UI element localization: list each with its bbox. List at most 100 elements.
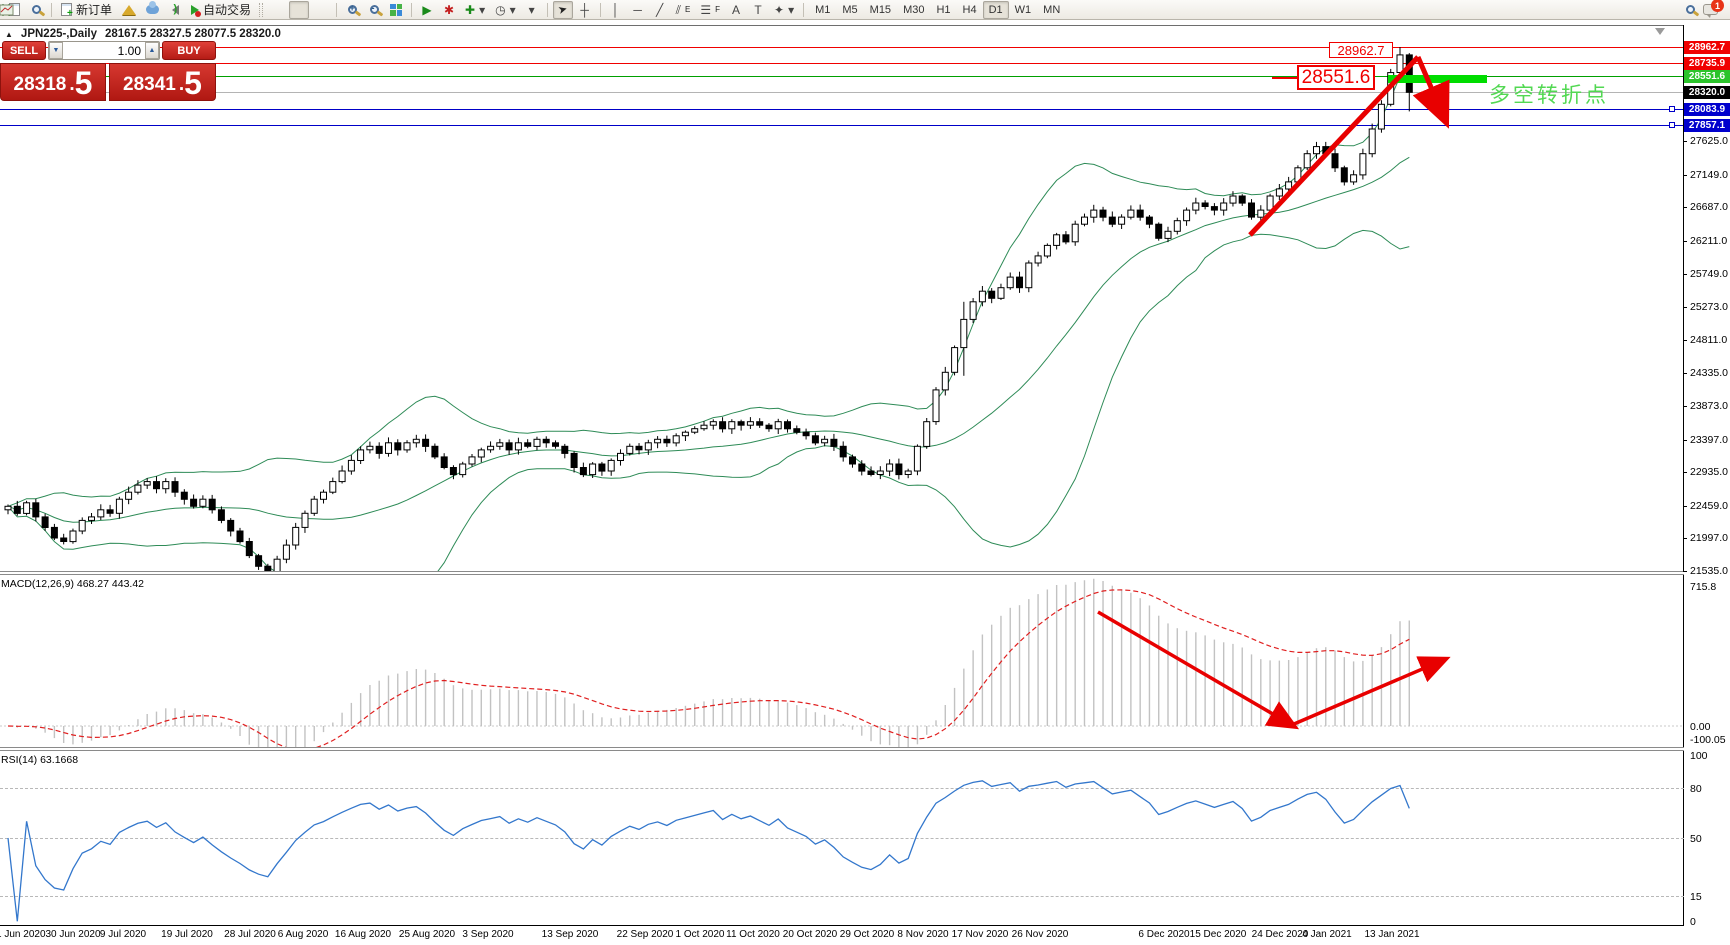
news-button[interactable] xyxy=(165,1,185,19)
toolbar-separator xyxy=(51,2,52,17)
crosshair-tool-button[interactable]: ┼ xyxy=(575,1,595,19)
period-button[interactable]: ◷ ▾ xyxy=(491,1,520,19)
macd-pane-separator[interactable] xyxy=(0,571,1684,575)
chart-shift-button[interactable]: ▶ xyxy=(417,1,437,19)
timeframe-mn[interactable]: MN xyxy=(1043,3,1061,16)
timeframe-h1[interactable]: H1 xyxy=(936,3,951,16)
main-chart-canvas[interactable] xyxy=(0,26,1684,571)
buy-button[interactable]: BUY xyxy=(162,41,216,60)
macd-pane-canvas[interactable] xyxy=(0,575,1684,747)
timeframe-m15[interactable]: M15 xyxy=(869,3,892,16)
symbol-name: JPN225-,Daily xyxy=(20,28,97,40)
pivot-annotation-text[interactable]: 多空转折点 xyxy=(1489,84,1609,107)
vertical-line-icon: │ xyxy=(611,2,620,17)
news-icon xyxy=(171,3,179,15)
volume-input[interactable] xyxy=(63,42,145,59)
volume-increase-button[interactable]: ▲ xyxy=(145,42,159,59)
date-label: 21 Jun 2020 xyxy=(0,929,46,940)
metaeditor-button[interactable] xyxy=(118,1,140,19)
toolbar-separator xyxy=(803,2,805,17)
arrows-tool[interactable]: ✦ ▾ xyxy=(770,1,798,19)
add-indicator-icon: ✚ xyxy=(465,2,476,17)
main-toolbar: + 新订单 自动交易 + - ▶ ✱ ✚▾ ◷▾ ▾ xyxy=(0,0,1730,20)
cursor-tool-button[interactable]: ➤ xyxy=(552,0,573,19)
fibonacci-tag: F xyxy=(715,5,720,14)
zoom-out-icon: - xyxy=(369,4,379,14)
new-order-icon: + xyxy=(61,3,73,19)
text-label-tool[interactable]: T xyxy=(748,1,768,19)
timeframe-m5[interactable]: M5 xyxy=(842,3,858,16)
new-order-button[interactable]: + 新订单 xyxy=(57,1,116,19)
timeframe-h4[interactable]: H4 xyxy=(962,3,977,16)
timeframe-m1[interactable]: M1 xyxy=(815,3,831,16)
rsi-pane-canvas[interactable] xyxy=(0,752,1684,924)
chart-area[interactable]: ▲ JPN225-,Daily 28167.5 28327.5 28077.5 … xyxy=(0,21,1730,945)
rsi-axis-50: 50 xyxy=(1690,833,1702,845)
price-axis-line[interactable] xyxy=(1683,25,1684,925)
chat-icon[interactable]: 1 xyxy=(1703,0,1724,18)
level-line-28320[interactable] xyxy=(0,92,1683,93)
date-label: 17 Nov 2020 xyxy=(951,929,1009,940)
buy-price-display[interactable]: 28341 . 5 xyxy=(109,63,216,101)
line-chart-button[interactable] xyxy=(0,1,331,19)
toolbar-separator xyxy=(411,2,413,17)
price-tick-27625.0: 27625.0 xyxy=(1683,135,1730,147)
sell-button[interactable]: SELL xyxy=(2,41,46,60)
volume-decrease-button[interactable]: ▼ xyxy=(49,42,63,59)
level-line-27857.1[interactable] xyxy=(0,125,1683,126)
search-icon[interactable] xyxy=(1686,5,1695,14)
date-label: 8 Nov 2020 xyxy=(897,929,949,940)
autotrading-button[interactable]: 自动交易 xyxy=(187,1,255,19)
buy-price-dot: . xyxy=(178,74,185,95)
resistance-price-label[interactable]: 28962.7 xyxy=(1329,42,1393,58)
cursor-icon: ➤ xyxy=(556,2,569,17)
support-price-label[interactable]: 28551.6 xyxy=(1297,65,1375,90)
fibonacci-tool[interactable]: ☰ F xyxy=(696,1,724,19)
candlestick-chart-button[interactable] xyxy=(0,0,310,19)
date-label: 24 Dec 2020 xyxy=(1251,929,1309,940)
zoom-out-button[interactable]: - xyxy=(364,1,384,19)
support-label-connector xyxy=(1272,77,1297,79)
add-indicator-button[interactable]: ✚ ▾ xyxy=(461,1,489,19)
chart-preview-icon xyxy=(31,5,41,14)
level-line-28962.7[interactable] xyxy=(0,47,1683,48)
template-button[interactable]: ▾ xyxy=(0,1,542,19)
level-line-28735.9[interactable] xyxy=(0,63,1683,64)
channel-tool[interactable]: ⫽ E xyxy=(672,1,695,19)
rsi-level-80 xyxy=(0,788,1684,789)
support-zone-bar[interactable] xyxy=(1388,75,1487,83)
level-line-28083.9[interactable] xyxy=(0,109,1683,110)
price-tag-28320.0: 28320.0 xyxy=(1684,86,1730,99)
text-tool[interactable]: A xyxy=(726,1,746,19)
sell-price-dot: . xyxy=(69,74,75,95)
trendline-tool[interactable]: ╱ xyxy=(650,1,670,19)
sell-price-display[interactable]: 28318 . 5 xyxy=(0,63,106,101)
rsi-pane-separator[interactable] xyxy=(0,747,1684,751)
toolbar-separator xyxy=(599,2,601,17)
buy-price-main: 28341 xyxy=(123,74,176,95)
date-label: 16 Aug 2020 xyxy=(334,929,392,940)
zoom-in-button[interactable]: + xyxy=(342,1,362,19)
vertical-line-tool[interactable]: │ xyxy=(606,1,626,19)
community-button[interactable] xyxy=(142,1,163,19)
level-line-handle[interactable] xyxy=(1669,122,1675,128)
chart-shift-marker[interactable] xyxy=(1655,28,1665,35)
price-tick-23397.0: 23397.0 xyxy=(1683,434,1730,446)
rsi-axis-15: 15 xyxy=(1690,891,1702,903)
auto-scroll-button[interactable]: ✱ xyxy=(439,1,459,19)
level-line-handle[interactable] xyxy=(1669,106,1675,112)
level-line-28551.6[interactable] xyxy=(0,76,1683,77)
timeframe-m30[interactable]: M30 xyxy=(903,3,925,16)
timeframe-w1[interactable]: W1 xyxy=(1014,3,1032,16)
horizontal-line-icon: ─ xyxy=(633,2,642,17)
chart-preview-button[interactable] xyxy=(26,1,46,19)
tile-windows-button[interactable] xyxy=(386,1,406,19)
dropdown-arrow-icon: ▾ xyxy=(528,2,535,17)
time-axis-line[interactable] xyxy=(0,925,1684,926)
horizontal-line-tool[interactable]: ─ xyxy=(628,1,648,19)
bar-chart-button[interactable] xyxy=(0,1,287,19)
timeframe-d1[interactable]: D1 xyxy=(982,0,1009,19)
rsi-level-15 xyxy=(0,896,1684,897)
price-tick-25749.0: 25749.0 xyxy=(1683,268,1730,280)
